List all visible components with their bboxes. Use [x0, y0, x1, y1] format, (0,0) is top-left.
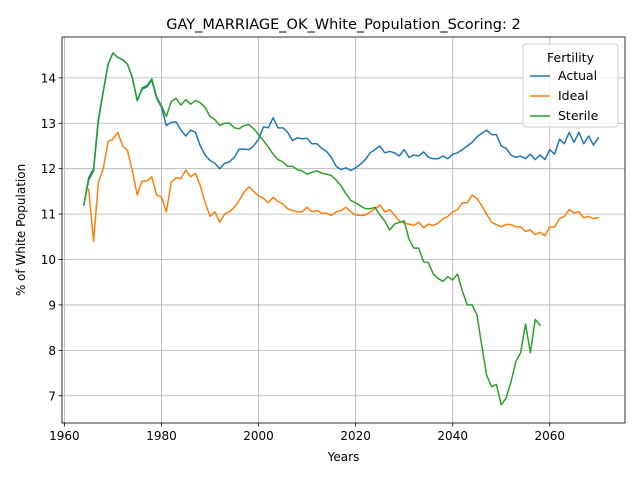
chart-title: GAY_MARRIAGE_OK_White_Population_Scoring…: [166, 17, 520, 33]
x-tick-label: 2040: [437, 429, 468, 443]
x-tick-label: 2060: [534, 429, 565, 443]
y-tick-label: 13: [41, 117, 56, 131]
legend-box: [522, 43, 619, 128]
series-layer: [82, 52, 600, 406]
y-tick-label: 12: [41, 162, 56, 176]
legend: Fertility Actual Ideal Sterile: [522, 43, 619, 128]
tick-layer: 1960 1980 2000 2020 2040 2060 7 8 9 10 11 12 13 14: [41, 71, 565, 443]
x-tick-label: 1960: [49, 429, 80, 443]
legend-label-actual: Actual: [558, 68, 597, 83]
y-axis-label: % of White Population: [14, 164, 28, 296]
x-tick-label: 2020: [340, 429, 371, 443]
grid-layer: [62, 37, 625, 423]
x-axis-label: Years: [327, 450, 360, 464]
y-tick-label: 7: [48, 389, 56, 403]
legend-entries: Actual Ideal Sterile: [530, 68, 599, 123]
x-tick-label: 2000: [243, 429, 274, 443]
y-tick-label: 10: [41, 253, 56, 267]
legend-title: Fertility: [547, 50, 595, 65]
series-line-ideal: [87, 131, 600, 243]
y-tick-label: 9: [48, 298, 56, 312]
y-tick-label: 14: [41, 71, 56, 85]
x-tick-label: 1980: [146, 429, 177, 443]
series-line-actual: [82, 52, 600, 206]
y-tick-label: 8: [48, 344, 56, 358]
y-tick-label: 11: [41, 208, 56, 222]
legend-label-sterile: Sterile: [558, 108, 599, 123]
legend-label-ideal: Ideal: [558, 88, 588, 103]
axes-frame: [61, 36, 626, 424]
series-line-sterile: [82, 52, 542, 406]
